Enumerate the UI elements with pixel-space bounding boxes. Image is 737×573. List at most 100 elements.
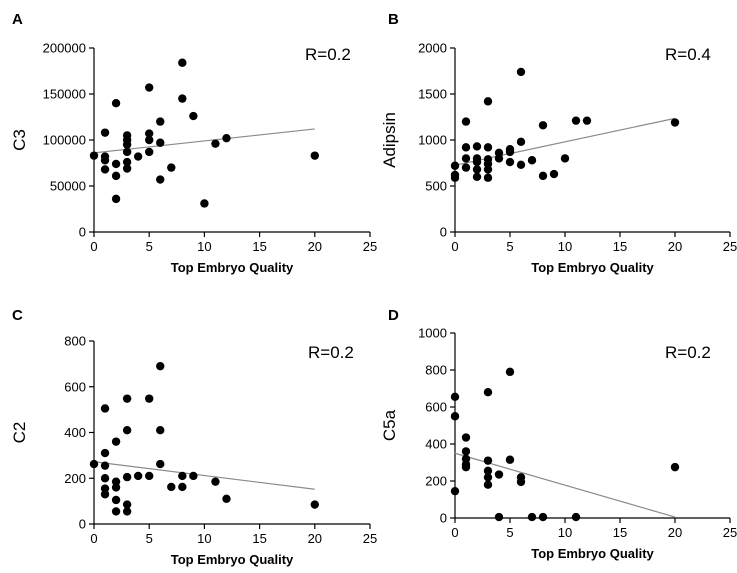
x-tick-label: 25 bbox=[723, 525, 737, 540]
data-point bbox=[222, 494, 231, 504]
data-point bbox=[156, 459, 165, 469]
data-point bbox=[111, 437, 121, 446]
data-point bbox=[461, 163, 471, 172]
data-point bbox=[122, 140, 132, 149]
y-tick-label: 800 bbox=[425, 363, 447, 378]
x-tick-label: 25 bbox=[363, 531, 377, 546]
x-tick-label: 25 bbox=[363, 239, 377, 254]
panel-letter: A bbox=[12, 11, 23, 28]
data-point bbox=[483, 173, 493, 182]
regression-line bbox=[93, 128, 315, 154]
x-tick-label: 10 bbox=[558, 525, 572, 540]
data-point bbox=[505, 367, 515, 377]
x-tick-label: 10 bbox=[558, 239, 572, 254]
data-point bbox=[527, 156, 537, 165]
x-tick-label: 5 bbox=[506, 239, 513, 254]
y-tick-label: 400 bbox=[425, 437, 447, 452]
y-tick-label: 600 bbox=[425, 400, 447, 415]
y-tick-label: 150000 bbox=[43, 87, 86, 102]
data-point bbox=[494, 154, 504, 163]
data-point bbox=[100, 474, 110, 483]
data-point bbox=[461, 462, 471, 472]
y-tick-label: 0 bbox=[79, 517, 86, 532]
y-tick-label: 0 bbox=[440, 225, 447, 240]
data-point bbox=[461, 433, 471, 442]
y-tick-label: 1000 bbox=[418, 326, 447, 341]
data-point bbox=[483, 97, 493, 106]
data-point bbox=[461, 154, 471, 163]
y-tick-label: 800 bbox=[64, 334, 86, 349]
data-point bbox=[483, 143, 493, 152]
panel-c: C 0 200 400 600 800 0 5 10 15 20 25 Top Embryo Quali… bbox=[10, 307, 377, 567]
data-point bbox=[111, 194, 121, 204]
x-tick-label: 15 bbox=[252, 531, 266, 546]
data-point bbox=[200, 199, 209, 208]
data-point bbox=[310, 151, 319, 160]
x-axis-label: Top Embryo Quality bbox=[531, 546, 654, 561]
data-point bbox=[167, 482, 176, 492]
data-point bbox=[505, 455, 515, 464]
panel-letter: B bbox=[388, 11, 399, 28]
data-point bbox=[483, 480, 493, 489]
x-tick-label: 0 bbox=[451, 525, 458, 540]
x-tick-label: 25 bbox=[723, 239, 737, 254]
data-point bbox=[111, 171, 121, 181]
panel-a: A 0 50000 100000 150000 200000 0 5 10 15 20 25 Top E… bbox=[10, 11, 377, 275]
data-point bbox=[100, 156, 110, 165]
data-point bbox=[145, 471, 154, 481]
data-point bbox=[461, 117, 471, 126]
data-point bbox=[483, 456, 493, 465]
data-point bbox=[310, 500, 319, 509]
y-tick-label: 500 bbox=[425, 179, 447, 194]
data-point bbox=[145, 147, 154, 157]
data-point bbox=[483, 165, 493, 174]
x-tick-label: 15 bbox=[252, 239, 266, 254]
correlation-annotation: R=0.2 bbox=[665, 343, 711, 362]
data-point bbox=[527, 512, 537, 522]
x-tick-label: 20 bbox=[308, 531, 322, 546]
data-point bbox=[133, 152, 143, 161]
data-point bbox=[472, 172, 482, 181]
data-point bbox=[483, 473, 493, 482]
x-tick-label: 0 bbox=[451, 239, 458, 254]
correlation-annotation: R=0.2 bbox=[305, 45, 351, 64]
data-point bbox=[450, 161, 460, 170]
data-point bbox=[156, 175, 165, 184]
data-point bbox=[100, 404, 110, 413]
data-point bbox=[505, 157, 515, 167]
data-point bbox=[549, 169, 559, 179]
data-point bbox=[494, 512, 504, 522]
data-point bbox=[145, 129, 154, 138]
data-point bbox=[156, 361, 165, 371]
x-tick-label: 5 bbox=[506, 525, 513, 540]
x-tick-label: 20 bbox=[308, 239, 322, 254]
x-axis-label: Top Embryo Quality bbox=[171, 552, 294, 567]
data-point bbox=[122, 147, 132, 157]
data-point bbox=[133, 471, 143, 481]
x-axis-label: Top Embryo Quality bbox=[171, 260, 294, 275]
x-tick-label: 10 bbox=[197, 531, 211, 546]
y-tick-label: 600 bbox=[64, 379, 86, 394]
y-tick-label: 200 bbox=[425, 474, 447, 489]
data-point bbox=[450, 486, 460, 496]
data-point bbox=[156, 138, 165, 147]
y-tick-label: 1000 bbox=[418, 133, 447, 148]
data-point bbox=[178, 471, 187, 481]
x-tick-label: 10 bbox=[197, 239, 211, 254]
data-point bbox=[538, 121, 548, 130]
data-point bbox=[111, 483, 121, 492]
panel-d: D 0 200 400 600 800 1000 0 5 10 15 20 25 Top Embryo Q… bbox=[380, 307, 737, 561]
data-point bbox=[516, 67, 526, 77]
data-point bbox=[516, 477, 526, 487]
y-tick-label: 50000 bbox=[50, 179, 86, 194]
data-point bbox=[516, 160, 526, 170]
y-axis-label: C5a bbox=[380, 409, 399, 441]
y-tick-label: 100000 bbox=[43, 133, 86, 148]
panel-letter: D bbox=[388, 307, 399, 324]
data-point bbox=[122, 500, 132, 509]
data-point bbox=[211, 477, 220, 486]
y-tick-label: 200000 bbox=[43, 41, 86, 56]
data-point bbox=[450, 412, 460, 421]
y-tick-label: 0 bbox=[440, 511, 447, 526]
data-point bbox=[122, 507, 132, 516]
